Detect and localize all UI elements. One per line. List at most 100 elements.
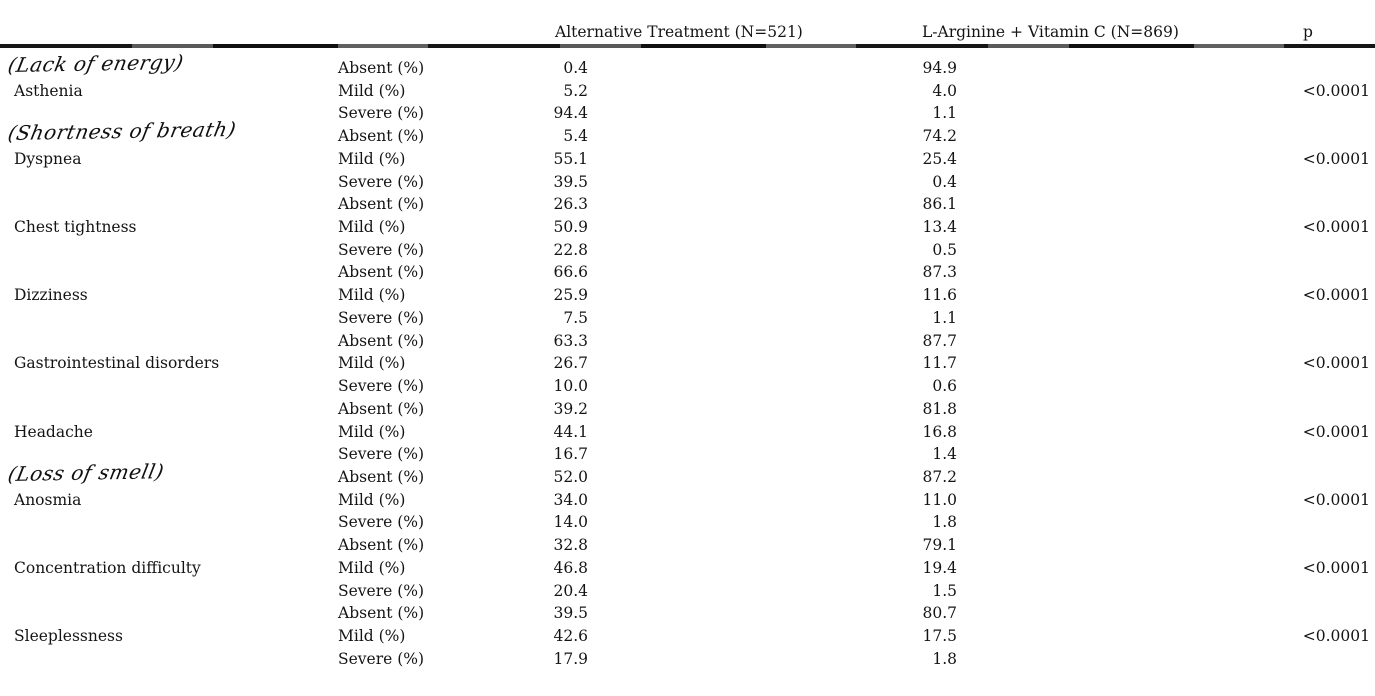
table-row: Absent (%) 66.6 87.3 (0, 261, 1375, 284)
larg-value-cell: 1.1 (932, 104, 957, 123)
table-row: Absent (%) 52.0 87.2 (0, 466, 1375, 489)
severity-cell: Severe (%) (338, 649, 425, 668)
p-value-cell (957, 102, 1370, 125)
table-row: Chest tightness Mild (%) 50.9 13.4 <0.0001 (0, 216, 1375, 239)
severity-cell: Mild (%) (338, 218, 406, 237)
larg-value-cell: 80.7 (922, 604, 957, 623)
severity-cell: Absent (%) (338, 59, 425, 77)
severity-cell: Absent (%) (338, 536, 425, 555)
table-row: Absent (%) 32.8 79.1 (0, 534, 1375, 557)
table-row: Dizziness Mild (%) 25.9 11.6 <0.0001 (0, 284, 1375, 307)
severity-cell: Mild (%) (338, 490, 406, 509)
table-row: Severe (%) 10.0 0.6 (0, 375, 1375, 398)
symptom-cell: Sleeplessness (14, 626, 123, 645)
alt-value-cell: 25.9 (553, 286, 588, 305)
alt-value-cell: 39.5 (553, 172, 588, 191)
table-row: Severe (%) 17.9 1.8 (0, 648, 1375, 671)
alt-value-cell: 20.4 (553, 581, 588, 600)
severity-cell: Mild (%) (338, 354, 406, 373)
symptom-cell (0, 375, 338, 398)
p-value-cell (957, 375, 1370, 398)
alt-value-cell: 34.0 (553, 490, 588, 509)
symptom-cell (0, 307, 338, 330)
p-value-cell: <0.0001 (1302, 149, 1370, 168)
larg-value-cell: 87.2 (922, 467, 957, 486)
alt-value-cell: 44.1 (553, 422, 588, 441)
symptom-cell (0, 261, 338, 284)
p-value-cell: <0.0001 (1302, 558, 1370, 577)
symptom-cell: Dizziness (14, 286, 88, 305)
alt-value-cell: 5.4 (563, 127, 588, 146)
symptom-cell (0, 602, 338, 625)
larg-value-cell: 1.8 (932, 513, 957, 532)
symptom-cell (0, 171, 338, 194)
larg-value-cell: 4.0 (932, 81, 957, 100)
table-row: Headache Mild (%) 44.1 16.8 <0.0001 (0, 421, 1375, 444)
larg-value-cell: 87.7 (922, 331, 957, 350)
symptom-cell (0, 534, 338, 557)
table-row: Severe (%) 7.5 1.1 (0, 307, 1375, 330)
symptom-cell (0, 102, 338, 125)
larg-value-cell: 1.4 (932, 445, 957, 464)
larg-value-cell: 19.4 (922, 558, 957, 577)
symptom-group: (Shortness of breath) Absent (%) 5.4 74.2 Dy… (0, 117, 1375, 194)
larg-value-cell: 0.4 (932, 172, 957, 191)
symptom-cell (0, 398, 338, 421)
symptom-group: Absent (%) 39.2 81.8 Headache Mild (%) 44.1 16… (0, 398, 1375, 466)
symptom-group: Absent (%) 63.3 87.7 Gastrointestinal disor… (0, 330, 1375, 398)
severity-cell: Severe (%) (338, 377, 425, 396)
alt-value-cell: 39.5 (553, 604, 588, 623)
larg-value-cell: 1.8 (932, 649, 957, 668)
symptom-cell (0, 57, 338, 80)
symptom-cell: Concentration difficulty (14, 558, 201, 577)
p-value-cell: <0.0001 (1302, 626, 1370, 645)
larg-value-cell: 11.0 (922, 490, 957, 509)
table-row: Anosmia Mild (%) 34.0 11.0 <0.0001 (0, 489, 1375, 512)
table-row: Absent (%) 39.2 81.8 (0, 398, 1375, 421)
symptom-cell (0, 193, 338, 216)
severity-cell: Severe (%) (338, 513, 425, 532)
table-row: Dyspnea Mild (%) 55.1 25.4 <0.0001 (0, 148, 1375, 171)
larg-value-cell: 0.6 (932, 377, 957, 396)
alt-value-cell: 66.6 (553, 263, 588, 282)
table-row: Severe (%) 39.5 0.4 (0, 171, 1375, 194)
severity-cell: Mild (%) (338, 626, 406, 645)
p-value-cell (957, 534, 1370, 557)
larg-value-cell: 1.5 (932, 581, 957, 600)
alt-value-cell: 22.8 (553, 240, 588, 259)
severity-cell: Absent (%) (338, 127, 425, 146)
p-value-cell (957, 443, 1370, 466)
severity-cell: Severe (%) (338, 104, 425, 123)
larg-value-cell: 11.7 (922, 354, 957, 373)
table-row: Severe (%) 14.0 1.8 (0, 511, 1375, 534)
alt-value-cell: 50.9 (553, 218, 588, 237)
table-row: Gastrointestinal disorders Mild (%) 26.7 11… (0, 352, 1375, 375)
table-row: Asthenia Mild (%) 5.2 4.0 <0.0001 (0, 80, 1375, 103)
symptom-cell (0, 443, 338, 466)
larg-value-cell: 74.2 (922, 127, 957, 146)
alt-value-cell: 42.6 (553, 626, 588, 645)
larg-value-cell: 25.4 (922, 149, 957, 168)
p-value-cell (957, 261, 1370, 284)
symptom-cell (0, 580, 338, 603)
alt-value-cell: 5.2 (563, 81, 588, 100)
symptom-cell (0, 511, 338, 534)
symptom-group: Absent (%) 32.8 79.1 Concentration difficul… (0, 534, 1375, 602)
table-row: Concentration difficulty Mild (%) 46.8 19.4… (0, 557, 1375, 580)
p-value-cell: <0.0001 (1302, 490, 1370, 509)
larg-value-cell: 79.1 (922, 536, 957, 555)
p-value-cell (957, 307, 1370, 330)
symptom-cell: Asthenia (14, 81, 83, 100)
table-row: Severe (%) 16.7 1.4 (0, 443, 1375, 466)
table-row: Sleeplessness Mild (%) 42.6 17.5 <0.0001 (0, 625, 1375, 648)
severity-cell: Absent (%) (338, 399, 425, 418)
table-row: Severe (%) 20.4 1.5 (0, 580, 1375, 603)
severity-cell: Absent (%) (338, 195, 425, 214)
larg-value-cell: 86.1 (922, 195, 957, 214)
table-row: Absent (%) 5.4 74.2 (0, 125, 1375, 148)
alt-value-cell: 46.8 (553, 558, 588, 577)
larg-value-cell: 1.1 (932, 308, 957, 327)
column-header-l-arginine-vitamin-c: L-Arginine + Vitamin C (N=869) (922, 23, 1179, 41)
p-value-cell (957, 602, 1370, 625)
